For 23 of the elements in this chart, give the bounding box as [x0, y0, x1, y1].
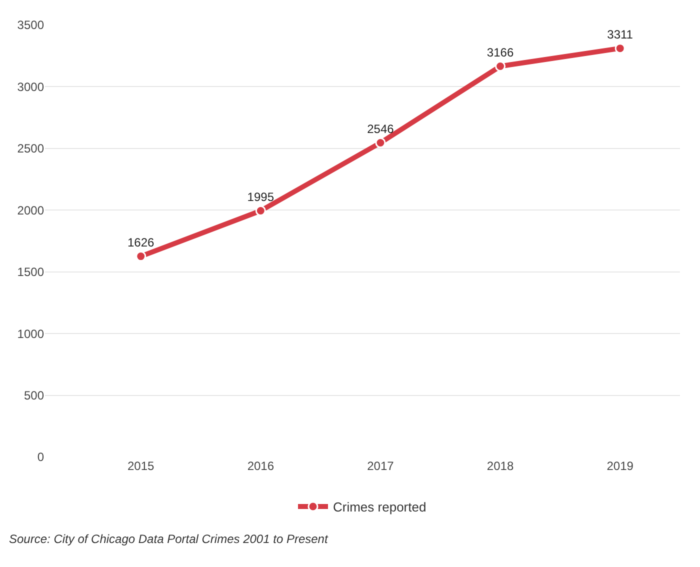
y-tick-label: 3000: [17, 80, 44, 94]
x-tick-label: 2018: [486, 459, 514, 473]
data-label: 3311: [607, 28, 634, 42]
legend-label: Crimes reported: [333, 500, 426, 515]
y-tick-label: 0: [37, 450, 44, 464]
x-tick-label: 2017: [367, 459, 394, 473]
x-tick-label: 2015: [128, 459, 155, 473]
data-label: 3166: [486, 46, 514, 60]
x-tick-label: 2016: [247, 459, 274, 473]
point: [255, 206, 266, 216]
data-label: 1995: [247, 190, 274, 204]
data-label: 2546: [367, 122, 394, 136]
x-tick-label: 2019: [606, 459, 634, 473]
y-tick-label: 2500: [17, 142, 44, 156]
source-note: Source: City of Chicago Data Portal Crimes 2001 to Present: [9, 532, 328, 546]
data-label: 1626: [128, 236, 155, 250]
y-tick-label: 500: [24, 388, 44, 402]
point: [614, 43, 626, 54]
y-tick-label: 1500: [17, 265, 44, 280]
y-tick-label: 3500: [17, 18, 44, 32]
y-tick-label: 2000: [17, 203, 44, 218]
point: [375, 138, 386, 148]
y-tick-label: 1000: [17, 326, 44, 341]
